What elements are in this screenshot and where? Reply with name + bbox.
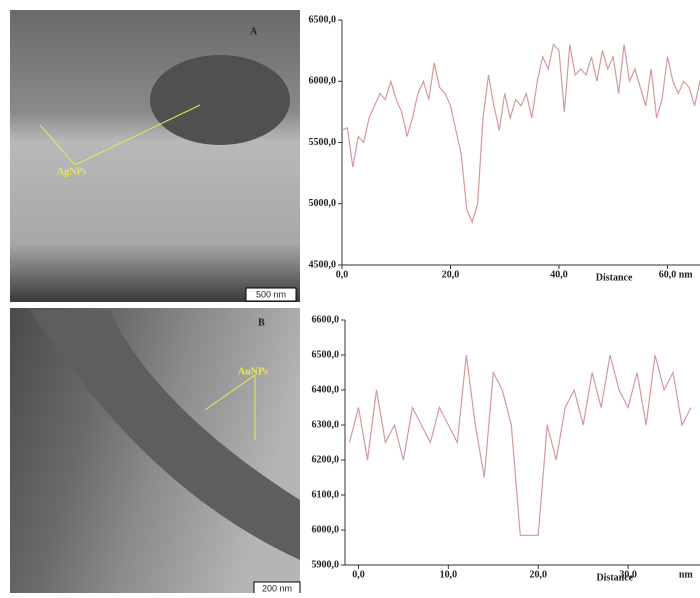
profile-line — [341, 43, 700, 224]
y-tick-label: 6300,0 — [312, 419, 340, 430]
x-axis-label: Distance — [596, 272, 633, 283]
x-axis-label: Distance — [596, 572, 633, 583]
profile-line — [348, 354, 692, 536]
x-tick-label: 20,0 — [529, 569, 547, 580]
y-tick-label: 6600,0 — [312, 314, 340, 325]
panel-label: A — [250, 26, 258, 37]
y-tick-label: 6000,0 — [312, 524, 340, 535]
y-tick-label: 6100,0 — [312, 489, 340, 500]
scale-bar: 200 nm — [262, 583, 292, 593]
pointer — [74, 104, 201, 166]
annotation: AgNPs — [57, 166, 87, 177]
annotation: AuNPs — [238, 366, 268, 377]
pointer — [204, 374, 256, 411]
y-tick-label: 4500,0 — [309, 259, 337, 270]
x-tick-label: 10,0 — [440, 569, 458, 580]
x-axis-unit: nm — [679, 569, 694, 580]
tem-image — [10, 10, 300, 302]
panel-label: B — [258, 317, 265, 328]
y-tick-label: 6000,0 — [309, 76, 337, 87]
y-tick-label: 5900,0 — [312, 559, 340, 570]
x-tick-label: 0,0 — [352, 569, 365, 580]
y-tick-label: 6400,0 — [312, 384, 340, 395]
x-axis-unit: nm — [679, 269, 694, 280]
y-tick-label: 6500,0 — [312, 349, 340, 360]
membrane — [30, 310, 300, 560]
scale-box — [245, 287, 297, 302]
x-tick-label: 40,0 — [550, 269, 568, 280]
cell-shape — [150, 55, 290, 145]
y-tick-label: 5500,0 — [309, 137, 337, 148]
pointer — [39, 124, 76, 166]
x-tick-label: 20,0 — [442, 269, 460, 280]
x-tick-label: 0,0 — [336, 269, 349, 280]
scale-bar: 500 nm — [256, 289, 286, 299]
x-tick-label: 60,0 — [659, 269, 677, 280]
y-tick-label: 6500,0 — [309, 14, 337, 25]
y-tick-label: 6200,0 — [312, 454, 340, 465]
x-tick-label: 30,0 — [619, 569, 637, 580]
y-tick-label: 5000,0 — [309, 198, 337, 209]
